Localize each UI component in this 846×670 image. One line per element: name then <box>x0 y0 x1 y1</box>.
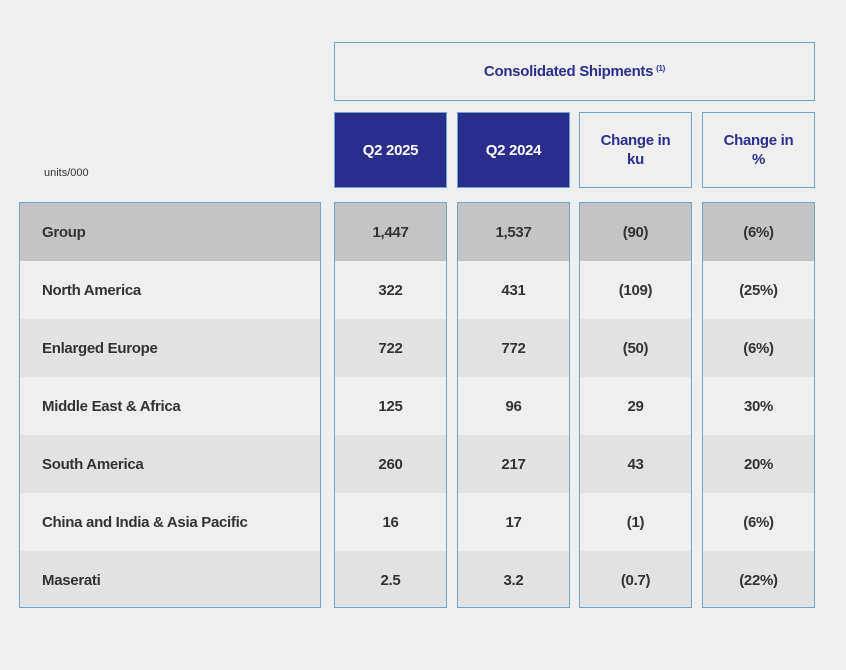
table-cell: (90) <box>580 203 691 261</box>
table-cell: 217 <box>458 435 569 493</box>
table-cell: 2.5 <box>335 551 446 607</box>
row-label: North America <box>42 281 141 299</box>
table-row-label: China and India & Asia Pacific <box>20 493 320 551</box>
table-cell: 431 <box>458 261 569 319</box>
table-cell: 3.2 <box>458 551 569 607</box>
table-cell: 17 <box>458 493 569 551</box>
table-cell: (25%) <box>703 261 814 319</box>
column-header-q2-2024: Q2 2024 <box>457 112 570 188</box>
table-cell: 30% <box>703 377 814 435</box>
row-label: South America <box>42 455 144 473</box>
row-label: China and India & Asia Pacific <box>42 513 248 531</box>
table-cell: (6%) <box>703 203 814 261</box>
table-row-label: Group <box>20 203 320 261</box>
table-cell: 1,447 <box>335 203 446 261</box>
table-row-label: South America <box>20 435 320 493</box>
units-label: units/000 <box>44 167 89 179</box>
column-header-q2-2024-text: Q2 2024 <box>485 141 542 159</box>
table-row-label: North America <box>20 261 320 319</box>
q2-2025-column: 1,447 322 722 125 260 16 2.5 <box>334 202 447 608</box>
table-cell: 772 <box>458 319 569 377</box>
table-cell: (6%) <box>703 319 814 377</box>
row-label: Enlarged Europe <box>42 339 158 357</box>
column-header-change-ku-line2: ku <box>627 151 644 168</box>
column-header-change-pct: Change in% <box>702 112 815 188</box>
table-cell: 1,537 <box>458 203 569 261</box>
column-header-change-ku-line1: Change in <box>600 132 671 149</box>
column-header-change-pct-line2: % <box>751 151 766 168</box>
table-title: Consolidated Shipments (1) <box>334 42 815 101</box>
table-row-label: Middle East & Africa <box>20 377 320 435</box>
title-footnote-marker: (1) <box>656 64 666 73</box>
table-cell: (50) <box>580 319 691 377</box>
table-cell: (22%) <box>703 551 814 607</box>
q2-2024-column: 1,537 431 772 96 217 17 3.2 <box>457 202 570 608</box>
change-ku-column: (90) (109) (50) 29 43 (1) (0.7) <box>579 202 692 608</box>
table-cell: (1) <box>580 493 691 551</box>
column-header-q2-2025: Q2 2025 <box>334 112 447 188</box>
row-label: Maserati <box>42 571 101 589</box>
table-cell: 722 <box>335 319 446 377</box>
table-cell: (6%) <box>703 493 814 551</box>
table-cell: (0.7) <box>580 551 691 607</box>
column-header-q2-2025-text: Q2 2025 <box>362 141 419 159</box>
row-label: Middle East & Africa <box>42 397 181 415</box>
table-cell: 16 <box>335 493 446 551</box>
column-header-change-pct-line1: Change in <box>723 132 794 149</box>
column-header-change-ku: Change in ku <box>579 112 692 188</box>
table-cell: 96 <box>458 377 569 435</box>
region-column: Group North America Enlarged Europe Midd… <box>19 202 321 608</box>
table-cell: (109) <box>580 261 691 319</box>
table-row-label: Enlarged Europe <box>20 319 320 377</box>
table-cell: 322 <box>335 261 446 319</box>
table-cell: 125 <box>335 377 446 435</box>
table-title-text: Consolidated Shipments <box>483 63 654 80</box>
row-label: Group <box>42 223 86 241</box>
table-cell: 43 <box>580 435 691 493</box>
table-cell: 20% <box>703 435 814 493</box>
table-row-label: Maserati <box>20 551 320 607</box>
change-pct-column: (6%) (25%) (6%) 30% 20% (6%) (22%) <box>702 202 815 608</box>
table-cell: 260 <box>335 435 446 493</box>
table-cell: 29 <box>580 377 691 435</box>
